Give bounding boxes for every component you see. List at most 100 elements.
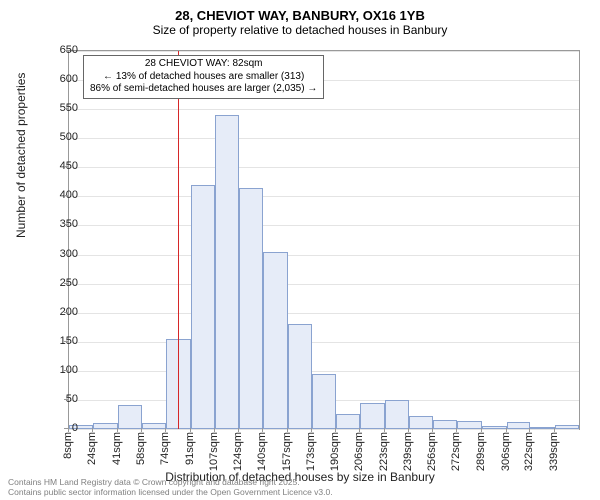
y-tick-mark <box>64 137 68 138</box>
x-tick-label: 339sqm <box>548 432 560 471</box>
x-tick-mark <box>311 428 312 432</box>
y-tick-mark <box>64 79 68 80</box>
reference-line <box>178 51 179 429</box>
footer-attribution: Contains HM Land Registry data © Crown c… <box>8 478 333 498</box>
y-tick-mark <box>64 312 68 313</box>
x-tick-label: 190sqm <box>329 432 341 471</box>
y-tick-mark <box>64 166 68 167</box>
y-tick-label: 350 <box>38 218 78 230</box>
y-tick-mark <box>64 370 68 371</box>
x-tick-label: 24sqm <box>86 432 98 465</box>
x-tick-mark <box>456 428 457 432</box>
plot-area: 28 CHEVIOT WAY: 82sqm← 13% of detached h… <box>68 50 580 430</box>
y-tick-mark <box>64 195 68 196</box>
y-tick-mark <box>64 50 68 51</box>
y-tick-label: 650 <box>38 44 78 56</box>
y-tick-mark <box>64 108 68 109</box>
x-tick-label: 124sqm <box>232 432 244 471</box>
histogram-bar <box>507 422 531 429</box>
y-tick-mark <box>64 283 68 284</box>
x-tick-label: 140sqm <box>256 432 268 471</box>
x-tick-mark <box>481 428 482 432</box>
grid-line <box>69 429 579 430</box>
x-tick-mark <box>359 428 360 432</box>
y-tick-label: 50 <box>38 393 78 405</box>
grid-line <box>69 51 579 52</box>
grid-line <box>69 225 579 226</box>
x-tick-mark <box>335 428 336 432</box>
x-tick-label: 223sqm <box>378 432 390 471</box>
x-tick-label: 272sqm <box>450 432 462 471</box>
grid-line <box>69 109 579 110</box>
x-tick-label: 322sqm <box>523 432 535 471</box>
x-tick-label: 306sqm <box>500 432 512 471</box>
grid-line <box>69 371 579 372</box>
grid-line <box>69 284 579 285</box>
x-tick-mark <box>68 428 69 432</box>
x-tick-mark <box>384 428 385 432</box>
x-tick-mark <box>165 428 166 432</box>
histogram-bar <box>530 427 555 429</box>
grid-line <box>69 167 579 168</box>
x-tick-mark <box>262 428 263 432</box>
y-tick-label: 400 <box>38 189 78 201</box>
x-tick-mark <box>214 428 215 432</box>
x-tick-label: 91sqm <box>184 432 196 465</box>
histogram-bar <box>482 426 507 429</box>
grid-line <box>69 313 579 314</box>
x-tick-mark <box>238 428 239 432</box>
histogram-bar <box>385 400 409 429</box>
y-tick-label: 250 <box>38 277 78 289</box>
histogram-bar <box>118 405 143 429</box>
annotation-line2: ← 13% of detached houses are smaller (31… <box>90 71 317 84</box>
histogram-bar <box>263 252 288 429</box>
x-tick-mark <box>529 428 530 432</box>
histogram-bar <box>215 115 240 429</box>
y-tick-label: 150 <box>38 335 78 347</box>
y-tick-mark <box>64 254 68 255</box>
histogram-bar <box>457 421 482 429</box>
y-tick-label: 200 <box>38 306 78 318</box>
x-tick-mark <box>554 428 555 432</box>
histogram-bar <box>93 423 118 429</box>
y-axis-label: Number of detached properties <box>14 73 28 238</box>
x-tick-mark <box>190 428 191 432</box>
x-tick-label: 41sqm <box>111 432 123 465</box>
histogram-bar <box>433 420 457 429</box>
x-tick-label: 289sqm <box>475 432 487 471</box>
chart-title: 28, CHEVIOT WAY, BANBURY, OX16 1YB <box>8 8 592 23</box>
x-tick-mark <box>408 428 409 432</box>
x-tick-label: 256sqm <box>426 432 438 471</box>
grid-line <box>69 342 579 343</box>
x-tick-mark <box>432 428 433 432</box>
grid-line <box>69 138 579 139</box>
y-tick-mark <box>64 399 68 400</box>
histogram-bar <box>142 423 166 429</box>
x-tick-mark <box>117 428 118 432</box>
histogram-bar <box>239 188 263 429</box>
histogram-bar <box>336 414 360 429</box>
histogram-bar <box>555 425 579 429</box>
annotation-line3: 86% of semi-detached houses are larger (… <box>90 83 317 96</box>
histogram-bar <box>312 374 337 429</box>
chart-subtitle: Size of property relative to detached ho… <box>8 23 592 37</box>
y-tick-label: 500 <box>38 131 78 143</box>
y-tick-label: 100 <box>38 364 78 376</box>
x-tick-label: 157sqm <box>281 432 293 471</box>
y-tick-label: 300 <box>38 248 78 260</box>
x-tick-label: 107sqm <box>208 432 220 471</box>
x-tick-mark <box>92 428 93 432</box>
y-tick-label: 600 <box>38 73 78 85</box>
x-tick-label: 58sqm <box>135 432 147 465</box>
x-tick-label: 74sqm <box>159 432 171 465</box>
histogram-bar <box>191 185 215 429</box>
y-tick-mark <box>64 341 68 342</box>
annotation-line1: 28 CHEVIOT WAY: 82sqm <box>90 58 317 71</box>
histogram-bar <box>288 324 312 429</box>
histogram-bar <box>360 403 385 429</box>
y-tick-mark <box>64 224 68 225</box>
grid-line <box>69 196 579 197</box>
x-tick-label: 206sqm <box>353 432 365 471</box>
histogram-bar <box>409 416 434 429</box>
x-tick-mark <box>141 428 142 432</box>
